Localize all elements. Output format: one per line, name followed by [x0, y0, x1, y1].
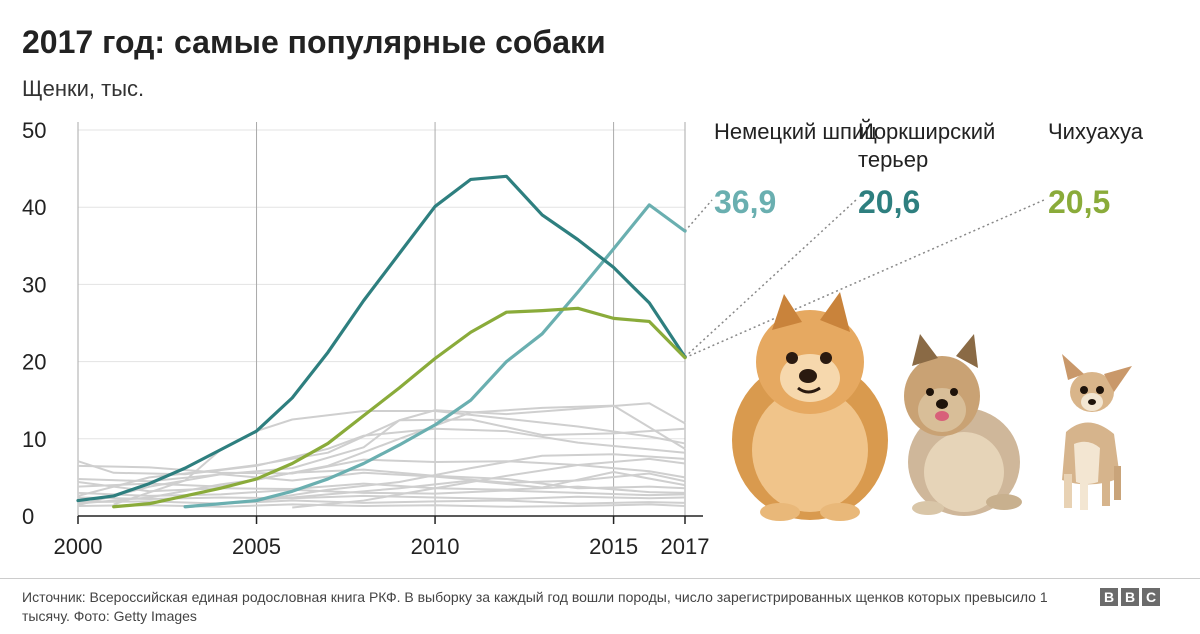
bbc-logo-letter: B: [1100, 588, 1118, 606]
yorkshire-terrier-photo: [904, 334, 1022, 516]
chart-title: 2017 год: самые популярные собаки: [22, 24, 606, 60]
x-tick-label: 2000: [54, 534, 103, 559]
leader-lines: [684, 199, 1045, 359]
legend-name-chihuahua: Чихуахуа: [1048, 119, 1143, 144]
legend-value-chihuahua: 20,5: [1048, 184, 1111, 220]
leader-line: [684, 199, 713, 232]
background-series-line: [77, 458, 686, 479]
background-series-line: [77, 499, 686, 505]
background-series-line: [256, 453, 686, 502]
background-series-line: [77, 427, 686, 476]
background-series-line: [77, 402, 686, 497]
y-tick-label: 10: [22, 427, 46, 452]
pomeranian-dog-photo: [732, 292, 888, 521]
y-tick-label: 50: [22, 118, 46, 143]
x-tick-label: 2010: [411, 534, 460, 559]
source-note: Источник: Всероссийская единая родословн…: [22, 589, 1048, 624]
background-series-line: [113, 410, 686, 506]
y-tick-label: 40: [22, 195, 46, 220]
background-series-line: [77, 471, 686, 484]
background-series-line: [292, 457, 686, 509]
highlight-series-group: [76, 174, 687, 509]
chart-subtitle: Щенки, тыс.: [22, 76, 145, 101]
background-series-line: [77, 481, 686, 494]
grid: [77, 122, 686, 516]
bbc-logo: B B C: [1100, 588, 1160, 606]
x-tick-label: 2015: [589, 534, 638, 559]
chihuahua-series-line: [112, 306, 687, 509]
legend-value-spitz: 36,9: [714, 184, 777, 220]
background-series-line: [77, 494, 686, 501]
y-tick-label: 30: [22, 272, 46, 297]
y-tick-label: 20: [22, 350, 46, 375]
spitz-series-line: [183, 203, 687, 509]
legend-name-yorkie: Йоркширский терьер: [858, 119, 996, 172]
legend-value-yorkie: 20,6: [858, 184, 921, 220]
axes: 0 10 20 30 40 50 2000 2005 2010 2015 2017: [22, 118, 709, 559]
bbc-logo-letter: B: [1121, 588, 1139, 606]
x-tick-label: 2017: [661, 534, 710, 559]
leader-line: [684, 199, 1045, 359]
footer-divider: [0, 578, 1200, 579]
x-tick-label: 2005: [232, 534, 281, 559]
y-tick-label: 0: [22, 504, 34, 529]
background-series-group: [77, 402, 686, 509]
background-series-line: [77, 468, 686, 490]
leader-line: [684, 199, 857, 358]
yorkie-series-line: [76, 174, 687, 503]
bbc-logo-letter: C: [1142, 588, 1160, 606]
legend-name-spitz: Немецкий шпиц: [714, 119, 877, 144]
background-series-line: [77, 404, 686, 505]
background-series-line: [77, 503, 686, 508]
chihuahua-photo: [1062, 354, 1132, 510]
